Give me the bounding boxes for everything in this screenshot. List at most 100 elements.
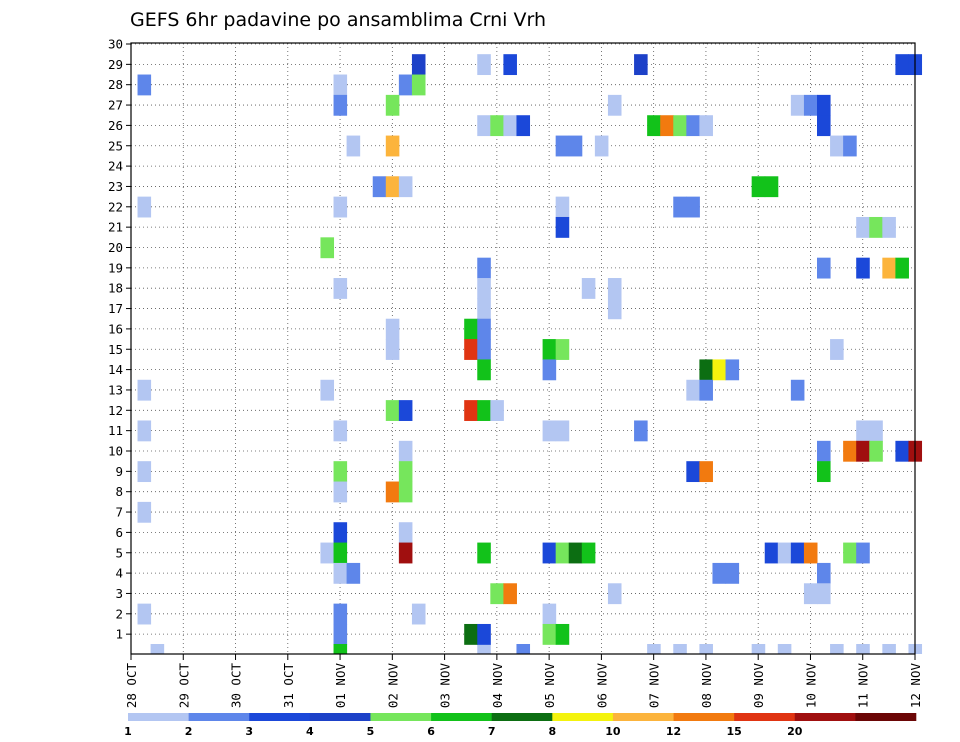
y-tick-label: 8 [115,484,123,499]
heatmap-cell [817,440,831,462]
x-tick-label: 31 OCT [281,663,296,709]
colorbar-label: 7 [488,725,496,738]
heatmap-cell [137,603,152,625]
y-tick-label: 11 [108,423,123,438]
heatmap-cell [673,644,687,654]
heatmap-cell [137,74,152,96]
heatmap-cell [490,400,504,421]
x-tick-label: 08 NOV [699,663,714,709]
heatmap-cell [594,135,609,157]
chart-title: GEFS 6hr padavine po ansamblima Crni Vrh [130,9,546,31]
heatmap-cell [647,644,661,654]
colorbar-swatch [309,713,371,721]
heatmap-cell [568,542,583,564]
heatmap-cell [477,644,491,654]
heatmap-cell [333,644,348,654]
heatmap-cell [830,339,844,360]
x-tick-label: 01 NOV [333,663,348,709]
heatmap-cell [490,583,504,605]
heatmap-cell [333,461,348,483]
heatmap-cell [817,115,831,137]
heatmap-cell [333,522,348,544]
heatmap-cell [477,298,491,320]
y-tick-label: 3 [115,586,123,601]
y-tick-label: 14 [108,362,123,377]
x-axis: 28 OCT 29 OCT 30 OCT 31 OCT 01 NOV 02 NOV 03 N… [124,654,923,708]
heatmap-cell [320,379,335,401]
heatmap-cell [856,440,870,462]
heatmap-cell [895,257,909,279]
heatmap-cell [555,623,570,645]
y-tick-label: 29 [108,57,123,72]
heatmap-cell [607,94,622,116]
heatmap-cell [542,420,557,442]
heatmap-cell [503,54,517,76]
heatmap-cell [803,583,818,605]
heatmap-cell [477,359,491,381]
heatmap-cell [385,94,400,116]
heatmap-cell [647,115,661,137]
colorbar-swatch [128,713,189,721]
x-tick-label: 05 NOV [542,663,557,709]
heatmap-cell [555,135,570,157]
heatmap-cell [869,440,883,462]
heatmap-cell [398,400,413,421]
data-cells [137,54,923,654]
colorbar-label: 20 [787,725,803,738]
colorbar-swatch [673,713,735,721]
colorbar-label: 3 [245,725,253,738]
heatmap-cell [464,400,478,421]
x-tick-label: 12 NOV [908,663,923,709]
y-tick-label: 4 [115,566,123,581]
heatmap-cell [555,216,570,238]
heatmap-cell [137,196,152,218]
heatmap-cell [830,644,844,654]
heatmap-cell [882,644,896,654]
heatmap-cell [477,400,491,421]
heatmap-cell [411,54,426,76]
x-tick-label: 11 NOV [856,663,871,709]
y-tick-label: 6 [115,525,123,540]
heatmap-cell [568,135,583,157]
heatmap-cell [385,400,400,421]
colorbar-swatch [734,713,796,721]
heatmap-cell [843,135,857,157]
x-tick-label: 06 NOV [594,663,609,709]
colorbar: 1 2 3 4 5 6 7 8 10 12 15 20 [124,713,917,738]
y-tick-label: 24 [108,159,123,174]
heatmap-cell [137,379,152,401]
y-tick-label: 9 [115,464,123,479]
heatmap-cell [673,115,687,137]
heatmap-cell [555,420,570,442]
heatmap-cell [686,379,700,401]
heatmap-cell [686,115,700,137]
heatmap-cell [385,176,400,198]
heatmap-cell [712,359,727,381]
heatmap-cell [843,542,857,564]
y-tick-label: 21 [108,220,123,235]
x-tick-label: 03 NOV [438,663,453,709]
heatmap-cell [634,420,648,442]
heatmap-cell [477,318,491,340]
heatmap-cell [895,440,909,462]
y-tick-label: 12 [108,403,123,418]
heatmap-cell [503,115,517,137]
heatmap-cell [817,257,831,279]
heatmap-cell [411,603,426,625]
heatmap-cell [464,623,478,645]
colorbar-swatch [431,713,492,721]
colorbar-swatch [552,713,614,721]
y-tick-label: 26 [108,118,123,133]
heatmap-cell [764,542,779,564]
heatmap-cell [490,115,504,137]
y-axis: 1234567891011121314151617181920212223242… [108,37,131,642]
heatmap-cell [843,440,857,462]
heatmap-cell [581,278,596,299]
heatmap-cell [542,339,557,360]
heatmap-cell [790,542,805,564]
heatmap-cell [372,176,387,198]
heatmap-cell [882,257,896,279]
heatmap-cell [411,74,426,96]
colorbar-swatch [188,713,250,721]
